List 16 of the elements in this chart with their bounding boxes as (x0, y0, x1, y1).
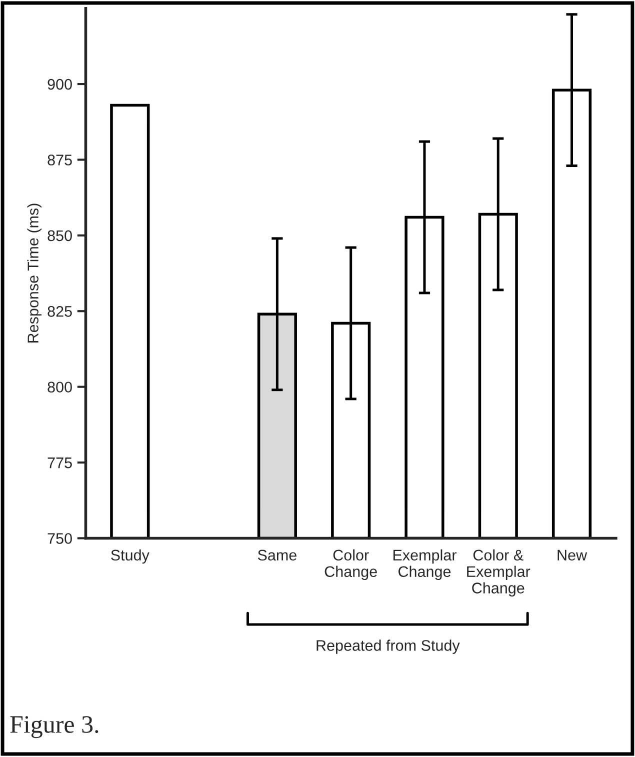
text: Repeated from Study (316, 640, 460, 654)
y-tick-label: 775 (48, 458, 72, 468)
y-tick-label: 825 (48, 306, 72, 317)
y-tick-label: 800 (48, 382, 72, 393)
y-tick-label: 875 (48, 154, 72, 166)
x-tick-label: Color & Exemplar Change (467, 549, 530, 596)
x-tick-label: Same (258, 550, 296, 561)
y-axis-title: Response Time (ms) (27, 204, 42, 342)
y-tick-label: 900 (48, 78, 72, 90)
caption: Figure 3. (10, 716, 98, 738)
x-tick-label: Study (111, 549, 150, 564)
y-tick-label: 850 (48, 230, 72, 242)
y-tick-label: 750 (48, 533, 72, 544)
x-tick-label: Exemplar Change (393, 549, 456, 580)
x-tick-label: New (558, 550, 588, 561)
x-tick-label: Color Change (324, 549, 377, 580)
